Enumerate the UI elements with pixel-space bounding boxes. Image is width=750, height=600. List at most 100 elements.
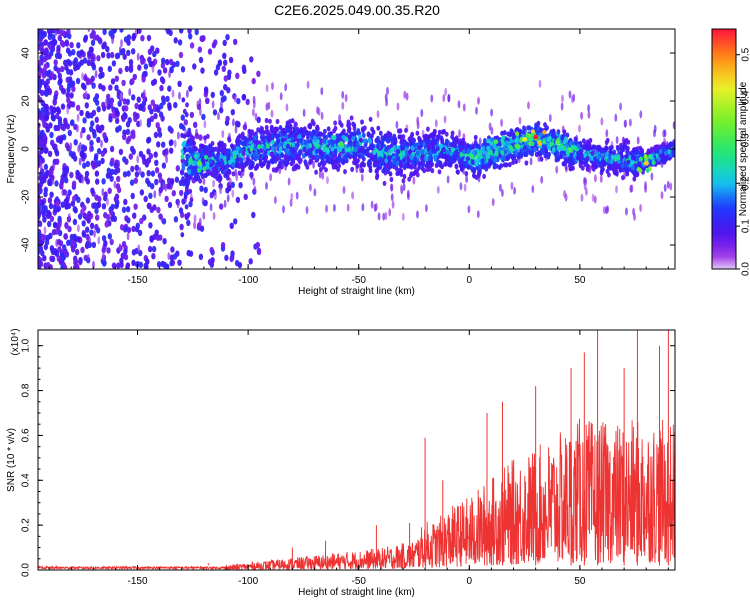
spectrogram-cell (124, 105, 129, 112)
spectrogram-cell (430, 168, 435, 174)
spectrogram-cell (374, 137, 379, 143)
spectrogram-cell (58, 240, 64, 247)
spectrogram-cell (214, 191, 217, 200)
spectrogram-cell (563, 190, 566, 198)
spectrogram-cell (566, 150, 570, 156)
spectrogram-cell (372, 149, 377, 155)
spectrogram-cell (174, 176, 180, 183)
spectrogram-cell (103, 191, 108, 198)
spectrogram-cell (70, 80, 76, 87)
spectrogram-cell (380, 141, 384, 147)
spectrogram-cell (106, 197, 109, 206)
spectrogram-cell (79, 109, 84, 117)
spectrogram-cell (233, 94, 237, 103)
spectrogram-cell (130, 130, 133, 139)
spectrogram-cell (291, 152, 295, 159)
spectrogram-cell (128, 59, 134, 66)
spectrogram-cell (397, 167, 402, 173)
spectrogram-cell (406, 163, 411, 169)
spectrogram-cell (143, 63, 149, 70)
spectrogram-cell (130, 165, 135, 173)
spectrogram-cell (161, 98, 166, 106)
spectrogram-cell (38, 141, 43, 148)
spectrogram-cell (431, 145, 436, 151)
spectrogram-cell (474, 174, 479, 180)
spectrogram-cell (600, 117, 604, 126)
spectrogram-cell (436, 185, 440, 194)
spectrogram-hotspot (547, 136, 552, 141)
spectrogram-cell (294, 121, 298, 127)
spectrogram-cell (67, 82, 72, 89)
spectrogram-cell (253, 135, 257, 141)
spectrogram-cell (168, 70, 172, 79)
spectrogram-cell (126, 39, 131, 46)
spectrogram-cell (590, 150, 595, 156)
spectrogram-hotspot (648, 154, 653, 160)
spectrogram-cell (96, 106, 101, 113)
spectrogram-cell (110, 9, 113, 17)
spectrogram-cell (94, 116, 100, 124)
spectrogram-cell (63, 198, 68, 205)
spectrogram-cell (425, 134, 429, 140)
spectrogram-cell (204, 97, 210, 105)
spectrogram-cell (252, 177, 256, 186)
spectrogram-cell (54, 52, 60, 59)
spectrogram-cell (346, 203, 350, 212)
spectrogram-cell (112, 109, 115, 118)
spectrogram-cell (499, 163, 504, 169)
spectrogram-hotspot (651, 160, 656, 166)
spectrogram-cell (217, 146, 221, 152)
spectrogram-cell (105, 219, 109, 228)
spectrogram-cell (152, 58, 158, 65)
spectrogram-cell (235, 196, 241, 204)
spectrogram-cell (47, 150, 53, 158)
spectrogram-cell (416, 210, 419, 219)
spectrogram-cell (370, 126, 374, 132)
spectrogram-cell (79, 8, 82, 16)
spectrogram-cell (150, 99, 155, 106)
spectrogram-cell (150, 170, 156, 177)
spectrogram-cell (67, 225, 72, 233)
spectrogram-cell (431, 137, 435, 143)
spectrogram-cell (183, 119, 188, 126)
spectrogram-cell (597, 153, 601, 159)
spectrogram-cell (514, 149, 518, 155)
spectrogram-cell (562, 129, 567, 135)
spectrogram-cell (165, 147, 169, 156)
spectrogram-cell (405, 92, 409, 101)
spectrogram-cell (612, 166, 617, 172)
spectrogram-cell (38, 197, 42, 205)
spectrogram-hotspot (493, 139, 499, 145)
spectrogram-cell (116, 262, 121, 269)
spectrogram-cell (185, 102, 189, 108)
spectrogram-cell (57, 229, 63, 237)
spectrogram-cell (440, 129, 445, 135)
spectrogram-cell (187, 29, 192, 34)
spectrogram-cell (136, 96, 141, 103)
spectrogram-cell (376, 125, 381, 131)
spectrogram-cell (353, 147, 357, 153)
spectrogram-cell (69, 92, 74, 99)
spectrogram-cell (518, 151, 523, 157)
spectrogram-cell (316, 138, 320, 144)
spectrogram-cell (539, 156, 544, 162)
spectrogram-cell (672, 121, 675, 130)
spectrogram-cell (629, 118, 632, 127)
spectrogram-cell (198, 147, 202, 154)
spectrogram-cell (607, 172, 611, 178)
spectrogram-cell (153, 131, 159, 139)
spectrogram-cell (624, 137, 629, 144)
spectrogram-cell (178, 207, 184, 214)
spectrogram-cell (166, 183, 171, 190)
spectrogram-cell (360, 167, 365, 174)
spectrogram-cell (265, 181, 268, 190)
spectrogram-cell (44, 47, 49, 54)
spectrogram-cell (232, 154, 237, 160)
spectrogram-cell (571, 95, 574, 104)
spectrogram-cell (123, 198, 128, 206)
spectrogram-cell (301, 133, 306, 139)
spectrogram-cell (70, 246, 76, 253)
spectrogram-cell (361, 203, 365, 212)
spectrogram-cell (280, 141, 284, 147)
